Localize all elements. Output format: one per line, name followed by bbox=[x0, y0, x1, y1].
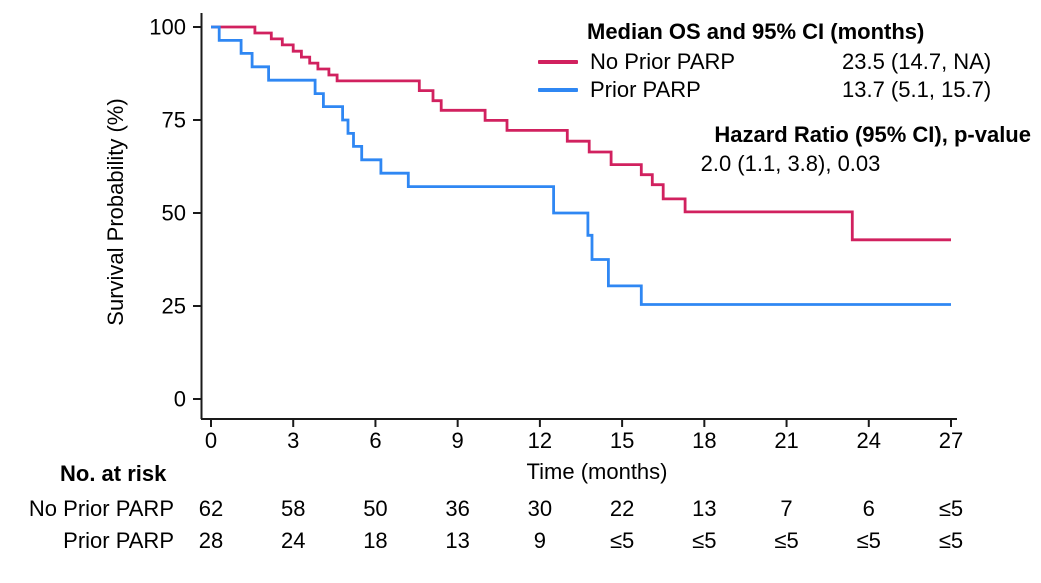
y-tick-label: 0 bbox=[174, 387, 186, 412]
x-tick-label: 9 bbox=[452, 428, 464, 453]
x-tick-label: 24 bbox=[857, 428, 881, 453]
legend-title: Median OS and 95% CI (months) bbox=[587, 19, 925, 44]
x-tick-label: 15 bbox=[610, 428, 634, 453]
legend-label-prior-parp: Prior PARP bbox=[590, 77, 701, 102]
x-axis-title: Time (months) bbox=[526, 459, 668, 484]
y-tick-label: 75 bbox=[162, 108, 186, 133]
legend-label-no-prior-parp: No Prior PARP bbox=[590, 49, 736, 74]
risk-count: 62 bbox=[198, 496, 224, 521]
risk-count: 24 bbox=[280, 528, 306, 553]
y-axis-title: Survival Probability (%) bbox=[103, 98, 128, 326]
y-tick-label: 100 bbox=[149, 15, 186, 40]
x-tick-label: 0 bbox=[205, 428, 217, 453]
legend-swatch-prior-parp-line bbox=[538, 88, 578, 92]
hazard-ratio-value: 2.0 (1.1, 3.8), 0.03 bbox=[700, 151, 881, 176]
x-tick-label: 18 bbox=[692, 428, 716, 453]
risk-count: ≤5 bbox=[938, 528, 964, 553]
risk-count: 58 bbox=[280, 496, 306, 521]
risk-count: 6 bbox=[862, 496, 875, 521]
risk-count: 13 bbox=[692, 496, 717, 521]
legend-value-prior-parp: 13.7 (5.1, 15.7) bbox=[842, 77, 992, 102]
risk-count: 30 bbox=[527, 496, 553, 521]
risk-count: 28 bbox=[198, 528, 224, 553]
risk-count: 36 bbox=[445, 496, 470, 521]
risk-row-label-no-prior-parp: No Prior PARP bbox=[28, 496, 174, 521]
km-curve-no-prior-parp bbox=[211, 25, 951, 242]
x-tick-label: 12 bbox=[528, 428, 552, 453]
risk-count: 7 bbox=[780, 496, 793, 521]
risk-table-title: No. at risk bbox=[60, 461, 167, 486]
km-curve-prior-parp bbox=[211, 25, 951, 306]
legend-swatch-no-prior-parp-line bbox=[538, 60, 578, 64]
risk-count: ≤5 bbox=[774, 528, 799, 553]
y-tick-label: 25 bbox=[162, 294, 186, 319]
legend-value-no-prior-parp: 23.5 (14.7, NA) bbox=[842, 49, 992, 74]
risk-row-label-prior-parp: Prior PARP bbox=[63, 528, 174, 553]
risk-count: ≤5 bbox=[856, 528, 881, 553]
y-tick-label: 50 bbox=[162, 201, 186, 226]
hazard-ratio-title: Hazard Ratio (95% CI), p-value bbox=[714, 122, 1031, 147]
risk-count: 22 bbox=[609, 496, 635, 521]
x-tick-label: 21 bbox=[774, 428, 798, 453]
risk-count: ≤5 bbox=[692, 528, 717, 553]
x-tick-label: 3 bbox=[287, 428, 299, 453]
x-tick-label: 27 bbox=[939, 428, 963, 453]
risk-count: 9 bbox=[533, 528, 546, 553]
risk-count: ≤5 bbox=[938, 496, 964, 521]
risk-count: 18 bbox=[363, 528, 388, 553]
risk-count: ≤5 bbox=[609, 528, 635, 553]
x-tick-label: 6 bbox=[369, 428, 381, 453]
risk-count: 50 bbox=[363, 496, 388, 521]
risk-count: 13 bbox=[445, 528, 470, 553]
